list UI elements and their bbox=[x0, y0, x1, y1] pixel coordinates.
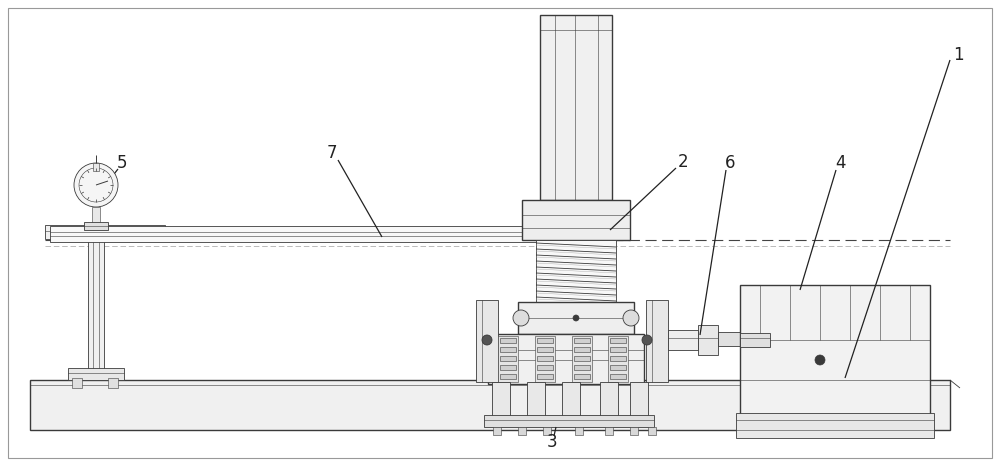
Bar bbox=[484, 415, 654, 427]
Bar bbox=[698, 325, 718, 355]
Bar bbox=[562, 382, 580, 417]
Bar bbox=[492, 382, 510, 417]
Bar bbox=[500, 356, 516, 361]
Bar bbox=[537, 365, 553, 370]
Text: 2: 2 bbox=[678, 153, 688, 171]
Circle shape bbox=[513, 310, 529, 326]
Bar bbox=[600, 382, 618, 417]
Circle shape bbox=[573, 315, 579, 321]
Text: 1: 1 bbox=[953, 46, 963, 64]
Bar bbox=[518, 302, 634, 334]
Bar bbox=[500, 374, 516, 379]
Text: 7: 7 bbox=[327, 144, 337, 162]
Bar bbox=[608, 336, 628, 382]
Circle shape bbox=[74, 163, 118, 207]
Bar bbox=[574, 374, 590, 379]
Bar bbox=[610, 338, 626, 343]
Bar bbox=[500, 365, 516, 370]
Bar bbox=[574, 347, 590, 352]
Bar bbox=[476, 300, 498, 382]
Text: 6: 6 bbox=[725, 154, 735, 172]
Bar bbox=[498, 336, 518, 382]
Bar bbox=[518, 427, 526, 435]
Bar bbox=[108, 378, 118, 388]
Bar bbox=[575, 427, 583, 435]
Bar bbox=[45, 225, 165, 239]
Bar bbox=[500, 338, 516, 343]
Bar bbox=[543, 427, 551, 435]
Text: 4: 4 bbox=[835, 154, 845, 172]
Bar bbox=[610, 365, 626, 370]
Bar bbox=[84, 222, 108, 230]
Bar bbox=[718, 332, 740, 346]
Bar bbox=[610, 347, 626, 352]
Bar bbox=[30, 380, 950, 430]
Bar bbox=[630, 427, 638, 435]
Bar bbox=[740, 333, 770, 347]
Bar bbox=[537, 347, 553, 352]
Circle shape bbox=[642, 335, 652, 345]
Bar bbox=[537, 338, 553, 343]
Bar bbox=[537, 356, 553, 361]
Bar bbox=[500, 347, 516, 352]
Text: 5: 5 bbox=[117, 154, 127, 172]
Circle shape bbox=[815, 355, 825, 365]
Bar bbox=[668, 330, 698, 350]
Bar bbox=[536, 240, 616, 305]
Bar bbox=[522, 200, 630, 240]
Bar bbox=[68, 368, 124, 380]
Bar bbox=[610, 374, 626, 379]
Bar bbox=[648, 427, 656, 435]
Bar bbox=[50, 226, 560, 242]
Bar bbox=[535, 336, 555, 382]
Bar bbox=[574, 356, 590, 361]
Bar bbox=[646, 300, 668, 382]
Bar bbox=[605, 427, 613, 435]
Bar bbox=[572, 336, 592, 382]
Bar bbox=[574, 365, 590, 370]
Bar bbox=[72, 378, 82, 388]
Bar bbox=[574, 338, 590, 343]
Bar bbox=[93, 163, 99, 171]
Bar bbox=[92, 207, 100, 225]
Circle shape bbox=[482, 335, 492, 345]
Bar bbox=[537, 374, 553, 379]
Bar bbox=[488, 334, 644, 384]
Text: 3: 3 bbox=[547, 433, 557, 451]
Bar bbox=[540, 15, 612, 200]
Bar bbox=[88, 239, 104, 372]
Bar bbox=[527, 382, 545, 417]
Bar bbox=[736, 413, 934, 438]
Bar bbox=[610, 356, 626, 361]
Circle shape bbox=[623, 310, 639, 326]
Bar bbox=[740, 285, 930, 415]
Bar bbox=[630, 382, 648, 417]
Bar bbox=[493, 427, 501, 435]
